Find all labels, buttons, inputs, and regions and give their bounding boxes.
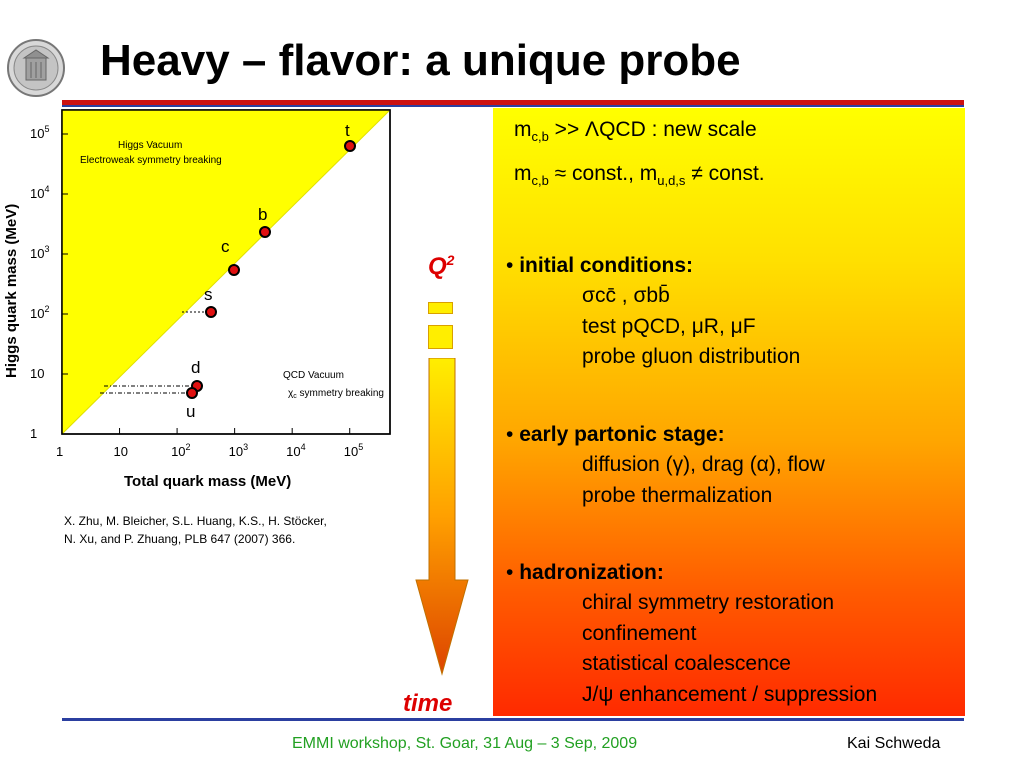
y-tick-label-3: 103 <box>30 244 49 261</box>
hadronization-item-3: statistical coalescence <box>582 652 791 675</box>
initial-item-3: probe gluon distribution <box>582 345 801 368</box>
qcd-chi-label: χc symmetry breaking <box>288 388 384 400</box>
slide-title: Heavy – flavor: a unique probe <box>100 36 741 85</box>
x-tick-label-4: 104 <box>286 442 305 459</box>
quark-label-t: t <box>345 121 350 140</box>
quark-point-u <box>186 387 198 399</box>
arrow-segment-1 <box>428 302 453 314</box>
y-tick-label-2: 102 <box>30 304 49 321</box>
x-tick-label-3: 103 <box>229 442 248 459</box>
higgs-ew-label: Electroweak symmetry breaking <box>80 155 222 166</box>
initial-item-1: σcc̄ , σbb̄ <box>582 284 670 307</box>
section-hadronization-heading: • hadronization: <box>506 561 664 584</box>
x-tick-label-2: 102 <box>171 442 190 459</box>
section-partonic-heading: • early partonic stage: <box>506 423 725 446</box>
y-tick-label-5: 105 <box>30 124 49 141</box>
footer-author: Kai Schweda <box>847 735 941 752</box>
citation-line-2: N. Xu, and P. Zhuang, PLB 647 (2007) 366… <box>64 532 296 546</box>
quark-label-d: d <box>191 358 200 377</box>
y-tick-label-1: 10 <box>30 366 44 381</box>
quark-label-u: u <box>186 402 195 421</box>
x-axis-title: Total quark mass (MeV) <box>124 473 291 490</box>
x-tick-label-5: 105 <box>344 442 363 459</box>
content-panel <box>493 108 965 716</box>
time-label: time <box>403 690 453 717</box>
time-arrow <box>415 358 469 676</box>
quark-label-c: c <box>221 237 230 256</box>
qcd-vacuum-label: QCD Vacuum <box>283 370 344 381</box>
partonic-item-1: diffusion (γ), drag (α), flow <box>582 453 825 476</box>
quark-label-s: s <box>204 285 213 304</box>
q-squared-label: Q2 <box>428 252 454 281</box>
diagonal-line <box>61 109 391 435</box>
hadronization-item-4: J/ψ enhancement / suppression <box>582 683 878 706</box>
citation: X. Zhu, M. Bleicher, S.L. Huang, K.S., H… <box>64 512 394 548</box>
arrow-segment-2 <box>428 325 453 349</box>
footer-event: EMMI workshop, St. Goar, 31 Aug – 3 Sep,… <box>292 735 638 752</box>
hadronization-item-2: confinement <box>582 622 697 645</box>
y-tick-label-0: 1 <box>30 426 37 441</box>
quark-mass-figure: 1 10 102 103 104 105 1 10 102 103 104 105 Higgs Va… <box>3 109 391 490</box>
hadronization-item-1: chiral symmetry restoration <box>582 591 835 614</box>
x-tick-label-1: 10 <box>114 444 128 459</box>
partonic-item-2: probe thermalization <box>582 484 773 507</box>
quark-point-b <box>259 226 271 238</box>
title-blue-rule <box>62 105 964 107</box>
university-seal-logo <box>7 39 65 97</box>
quark-point-s <box>205 306 217 318</box>
footer-rule <box>62 718 964 721</box>
q-exp: 2 <box>446 252 455 268</box>
y-tick-label-4: 104 <box>30 184 49 201</box>
section-initial-heading: • initial conditions: <box>506 254 694 277</box>
quark-label-b: b <box>258 205 267 224</box>
citation-line-1: X. Zhu, M. Bleicher, S.L. Huang, K.S., H… <box>64 514 327 528</box>
title-rule <box>62 100 964 105</box>
scale-line: mc,b >> ΛQCD : new scale <box>514 118 757 145</box>
initial-item-2: test pQCD, μR, μF <box>582 315 756 338</box>
q-base: Q <box>428 253 447 280</box>
quark-point-c <box>228 264 240 276</box>
higgs-vacuum-label: Higgs Vacuum <box>118 140 182 151</box>
x-tick-label-0: 1 <box>56 444 63 459</box>
const-line: mc,b ≈ const., mu,d,s ≠ const. <box>514 162 765 189</box>
quark-point-t <box>344 140 356 152</box>
y-axis-title: Higgs quark mass (MeV) <box>3 204 20 378</box>
